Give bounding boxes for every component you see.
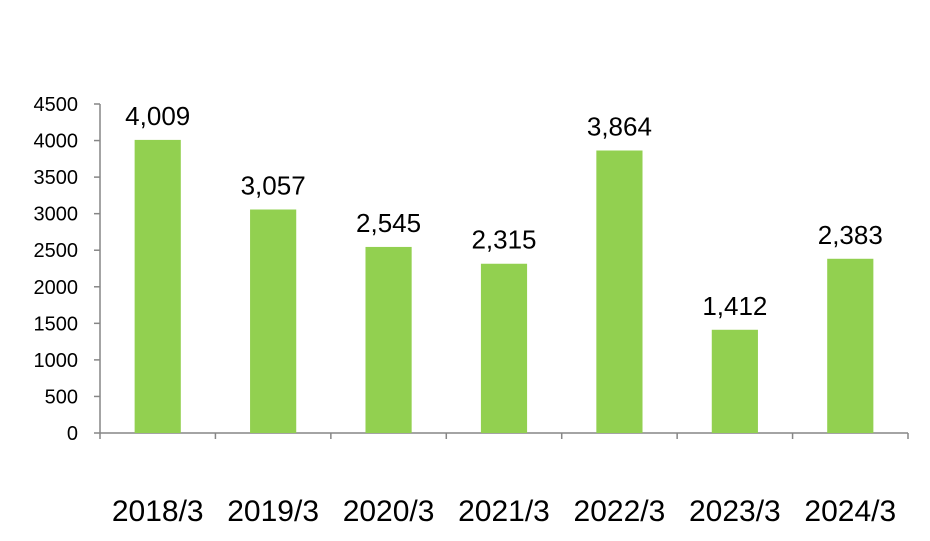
y-tick-label: 4000 — [34, 131, 79, 153]
x-tick-label: 2021/3 — [458, 495, 550, 528]
data-label: 2,383 — [818, 220, 883, 250]
y-tick-label: 3000 — [34, 204, 79, 226]
data-label: 3,057 — [241, 170, 306, 200]
y-tick-label: 4500 — [34, 94, 79, 116]
y-tick-label: 500 — [45, 386, 78, 408]
y-tick-label: 1500 — [34, 313, 79, 335]
x-tick-label: 2023/3 — [689, 495, 781, 528]
x-tick-label: 2018/3 — [112, 495, 204, 528]
data-label: 2,315 — [471, 225, 536, 255]
x-tick-label: 2020/3 — [343, 495, 435, 528]
data-label: 4,009 — [125, 101, 190, 131]
y-tick-label: 2000 — [34, 277, 79, 299]
x-tick-label: 2019/3 — [227, 495, 319, 528]
bar-2020-3 — [365, 246, 412, 433]
x-tick-label: 2022/3 — [574, 495, 666, 528]
x-axis: 2018/3 2019/3 2020/3 2021/3 2022/3 2023/3 2024… — [99, 432, 909, 528]
x-tick-label: 2024/3 — [804, 495, 896, 528]
bars — [134, 139, 874, 434]
bar-2022-3 — [596, 150, 643, 434]
y-axis: 0 500 1000 1500 2000 2500 3000 3500 4000 4500 — [34, 94, 101, 445]
bar-2024-3 — [827, 258, 874, 433]
bar-2019-3 — [250, 209, 297, 433]
y-tick-label: 0 — [67, 423, 78, 445]
data-labels: 4,009 3,057 2,545 2,315 3,864 1,412 2,383 — [125, 101, 883, 321]
data-label: 2,545 — [356, 208, 421, 238]
data-label: 3,864 — [587, 111, 652, 141]
y-tick-label: 2500 — [34, 240, 79, 262]
data-label: 1,412 — [702, 291, 767, 321]
bar-2023-3 — [711, 329, 758, 433]
y-tick-label: 1000 — [34, 350, 79, 372]
y-tick-label: 3500 — [34, 167, 79, 189]
bar-2018-3 — [134, 139, 181, 433]
bar-2021-3 — [480, 263, 528, 433]
